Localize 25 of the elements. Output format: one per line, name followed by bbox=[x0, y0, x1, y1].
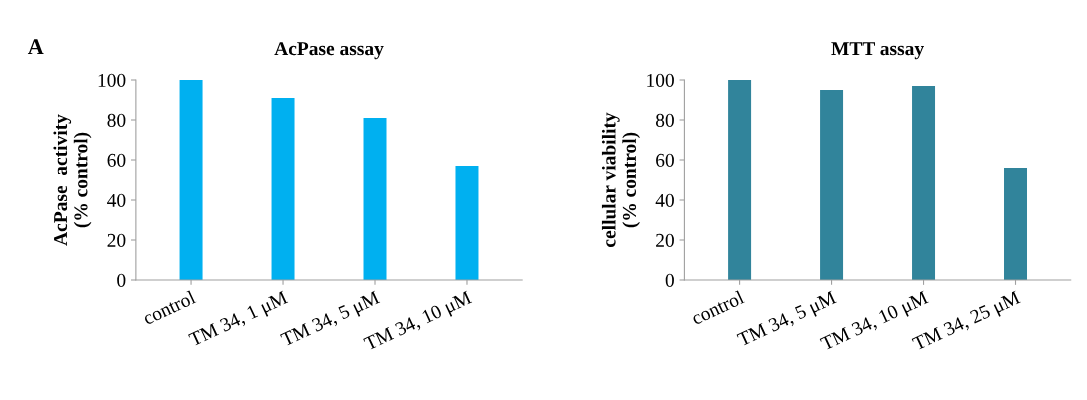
bar bbox=[728, 80, 752, 280]
bar bbox=[271, 98, 295, 280]
y-tick-label: 80 bbox=[107, 113, 126, 127]
text: A bbox=[27, 39, 44, 54]
y-tick-label: 100 bbox=[647, 73, 674, 87]
bar bbox=[363, 118, 387, 280]
y-tick-label: 20 bbox=[656, 233, 674, 247]
y-axis-title: cellular viability (% control) bbox=[601, 112, 640, 247]
y-tick-label: 20 bbox=[107, 233, 126, 247]
y-axis-title: AcPase activity (% control) bbox=[53, 114, 92, 246]
bar bbox=[820, 90, 844, 280]
bar bbox=[912, 86, 936, 280]
bar bbox=[1004, 168, 1028, 280]
y-tick-label: 80 bbox=[655, 113, 674, 127]
y-tick-label: 40 bbox=[655, 193, 674, 207]
chart-title: MTT assay bbox=[831, 42, 924, 60]
y-tick-label: 60 bbox=[107, 153, 126, 167]
bar bbox=[455, 166, 479, 280]
y-tick-label: 0 bbox=[665, 273, 674, 287]
chart-title: AcPase assay bbox=[274, 42, 384, 60]
y-tick-label: 40 bbox=[107, 193, 126, 207]
y-tick-label: 60 bbox=[656, 153, 674, 167]
y-tick-label: 0 bbox=[117, 273, 126, 287]
y-tick-label: 100 bbox=[98, 73, 126, 87]
bar bbox=[179, 80, 203, 280]
